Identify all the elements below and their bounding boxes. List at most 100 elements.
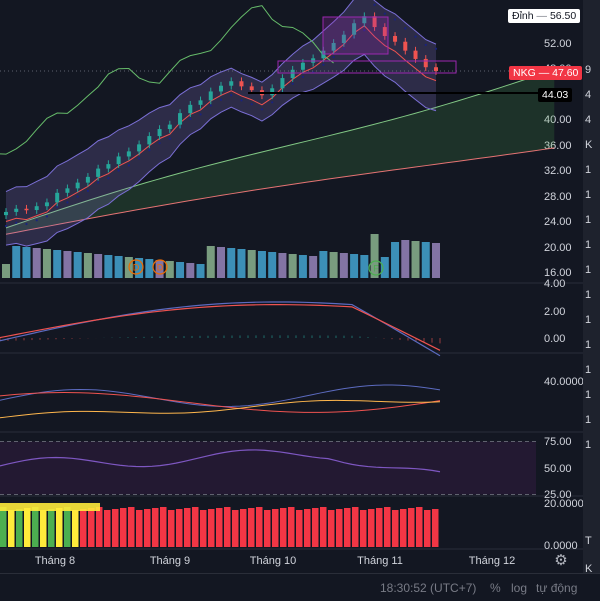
volume-bar bbox=[2, 264, 10, 278]
log-toggle[interactable]: log bbox=[511, 581, 527, 595]
oscillator-bar bbox=[120, 508, 127, 547]
oscillator-bar bbox=[176, 509, 183, 547]
percent-toggle[interactable]: % bbox=[490, 581, 501, 595]
oscillator-bar bbox=[88, 508, 95, 547]
volume-bar bbox=[360, 255, 368, 278]
oscillator-bar bbox=[320, 507, 327, 547]
volume-bar bbox=[289, 254, 297, 278]
candle-body bbox=[35, 206, 39, 210]
volume-bar bbox=[340, 253, 348, 278]
sar-dot bbox=[97, 182, 99, 184]
rsi-band bbox=[0, 442, 536, 495]
volume-bar bbox=[94, 254, 102, 278]
watchlist-item-initial: 1 bbox=[585, 289, 591, 301]
sar-dot bbox=[425, 44, 427, 46]
peak-value: 56.50 bbox=[550, 10, 576, 22]
macd-histogram-bar bbox=[208, 336, 209, 338]
oscillator-bar bbox=[48, 509, 55, 547]
oscillator-bar bbox=[368, 509, 375, 547]
macd-signal-line bbox=[0, 305, 440, 351]
candle-body bbox=[127, 151, 131, 156]
macd-histogram-bar bbox=[360, 336, 361, 338]
macd-histogram-bar bbox=[176, 336, 177, 338]
macd-histogram-bar bbox=[312, 335, 313, 338]
oscillator-bar bbox=[0, 507, 7, 547]
oscillator-bar bbox=[8, 510, 15, 547]
sar-dot bbox=[118, 169, 120, 171]
volume-bar bbox=[186, 263, 194, 278]
macd-histogram-bar bbox=[344, 336, 345, 338]
macd-histogram-bar bbox=[80, 338, 81, 339]
auto-toggle[interactable]: tự động bbox=[536, 581, 577, 595]
oscillator-bar bbox=[256, 507, 263, 547]
oscillator-bar bbox=[208, 509, 215, 547]
candle-body bbox=[199, 100, 203, 104]
sar-dot bbox=[230, 94, 232, 96]
oscillator-bar bbox=[280, 508, 287, 547]
clock-text: 18:30:52 (UTC+7) bbox=[380, 581, 476, 595]
oscillator-bar bbox=[272, 509, 279, 547]
adx-tick-label: 40.0000 bbox=[544, 376, 583, 388]
oscillator-bar bbox=[136, 510, 143, 547]
sar-dot bbox=[87, 190, 89, 192]
candle-body bbox=[45, 202, 49, 206]
volume-bar bbox=[422, 242, 430, 278]
oscillator-bar bbox=[128, 507, 135, 547]
macd-histogram-bar bbox=[152, 337, 153, 338]
macd-histogram-bar bbox=[200, 336, 201, 338]
oscillator-bar bbox=[152, 508, 159, 547]
macd-histogram-bar bbox=[272, 335, 273, 338]
macd-histogram-bar bbox=[72, 338, 73, 339]
sar-dot bbox=[210, 104, 212, 106]
candle-body bbox=[86, 177, 90, 183]
oscillator-tick-label: 20.0000 bbox=[544, 498, 583, 510]
candle-body bbox=[188, 105, 192, 113]
candle-body bbox=[137, 144, 141, 151]
sar-dot bbox=[251, 103, 253, 105]
macd-histogram-bar bbox=[352, 336, 353, 338]
watchlist-item-initial: 1 bbox=[585, 214, 591, 226]
candle-body bbox=[24, 209, 28, 211]
x-tick-label: Tháng 8 bbox=[35, 555, 75, 567]
macd-histogram-bar bbox=[40, 338, 41, 340]
watchlist-item-initial: K bbox=[585, 139, 592, 151]
candle-body bbox=[424, 59, 428, 67]
watchlist-item-initial: 1 bbox=[585, 339, 591, 351]
volume-bar bbox=[412, 241, 420, 278]
rsi-tick-label: 75.00 bbox=[544, 436, 572, 448]
oscillator-bar bbox=[384, 507, 391, 547]
watchlist-item-initial: 1 bbox=[585, 389, 591, 401]
oscillator-bar bbox=[96, 507, 103, 547]
macd-histogram-bar bbox=[160, 336, 161, 338]
macd-histogram-bar bbox=[424, 338, 425, 342]
volume-bar bbox=[319, 251, 327, 278]
watchlist-item-initial: T bbox=[585, 535, 592, 547]
volume-bar bbox=[432, 243, 440, 278]
sar-dot bbox=[292, 83, 294, 85]
watchlist-item-initial: 1 bbox=[585, 364, 591, 376]
stock-chart[interactable]: 52.0048.0044.0040.0036.0032.0028.0024.00… bbox=[0, 0, 583, 573]
drawing-rectangle bbox=[323, 17, 388, 54]
candle-body bbox=[106, 164, 110, 168]
dmi-plus-line bbox=[0, 385, 440, 406]
volume-bar bbox=[74, 252, 82, 278]
x-tick-label: Tháng 9 bbox=[150, 555, 190, 567]
oscillator-bar bbox=[40, 510, 47, 547]
peak-label: Đỉnh bbox=[512, 10, 534, 22]
oscillator-bar bbox=[240, 509, 247, 547]
candle-body bbox=[168, 125, 172, 129]
watchlist-item-initial: 4 bbox=[585, 114, 591, 126]
sar-dot bbox=[240, 99, 242, 101]
sar-dot bbox=[189, 118, 191, 120]
macd-tick-label: 4.00 bbox=[544, 278, 565, 290]
oscillator-top-band bbox=[0, 503, 100, 511]
candle-body bbox=[219, 86, 223, 92]
candle-body bbox=[178, 113, 182, 124]
oscillator-bar bbox=[432, 509, 439, 547]
candle-body bbox=[239, 81, 243, 86]
oscillator-bar bbox=[344, 508, 351, 547]
current-price-badge: NKG — 47.60 bbox=[509, 66, 582, 80]
sar-dot bbox=[384, 13, 386, 15]
gear-icon[interactable]: ⚙ bbox=[553, 553, 569, 569]
macd-histogram-bar bbox=[256, 335, 257, 338]
